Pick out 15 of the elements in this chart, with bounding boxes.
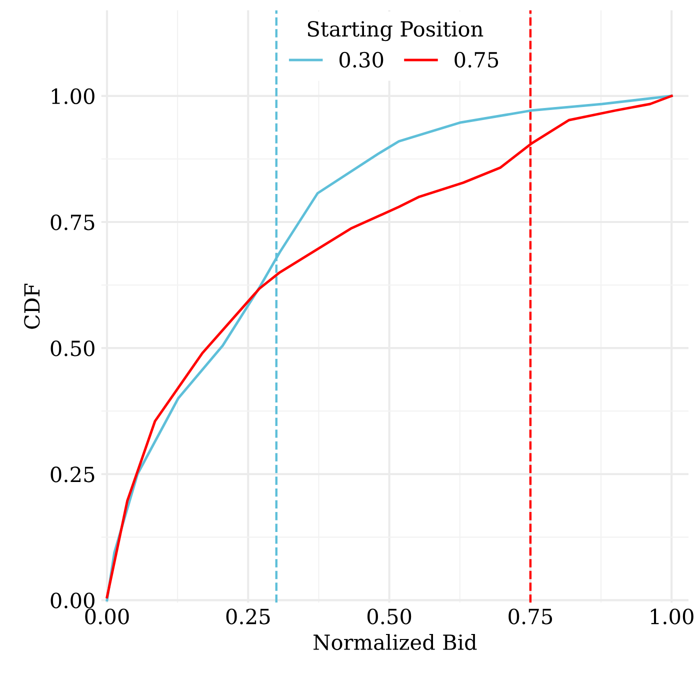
y-tick-label: 0.00	[50, 592, 94, 608]
y-tick-label: 0.25	[50, 466, 94, 482]
x-tick-label: 0.50	[367, 608, 412, 624]
x-tick-label: 0.75	[508, 608, 552, 624]
x-tick-label: 1.00	[650, 608, 694, 624]
legend-label: 0.30	[340, 52, 384, 68]
x-tick-label: 0.00	[85, 608, 129, 624]
legend-title: Starting Position	[308, 21, 484, 42]
legend-label: 0.75	[454, 52, 498, 68]
y-tick-label: 0.75	[50, 214, 94, 230]
x-tick-label: 0.25	[226, 608, 270, 624]
y-tick-label: 0.50	[50, 340, 94, 356]
y-tick-label: 1.00	[52, 88, 94, 104]
y-axis-title: CDF	[24, 284, 40, 329]
x-axis-title: Normalized Bid	[314, 634, 477, 650]
